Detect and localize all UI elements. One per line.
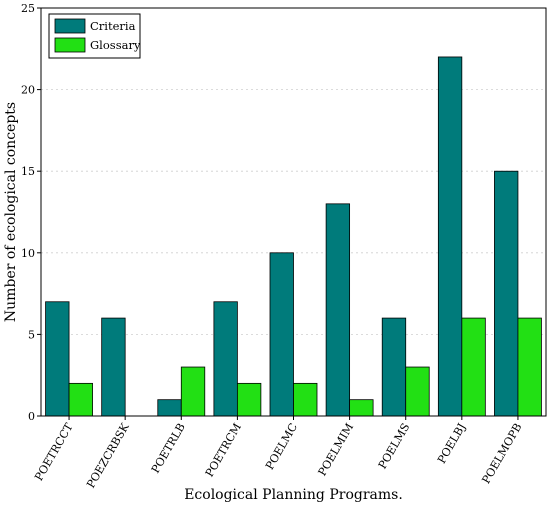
bar-glossary-poetrcct xyxy=(68,382,93,417)
x-tick-label: POETRLB xyxy=(149,421,188,476)
bar-glossary-poelmc xyxy=(293,382,318,417)
legend: Criteria Glossary xyxy=(48,13,141,59)
x-tick-label: POETRCCT xyxy=(32,420,76,483)
legend-swatch-criteria xyxy=(54,18,86,34)
bar-criteria-poetrlb xyxy=(157,399,182,417)
x-tick-label: POELMIM xyxy=(316,421,357,478)
bar-criteria-poetrcm xyxy=(213,301,238,417)
x-tick-label: POEZCRBSK xyxy=(84,420,132,490)
legend-label-glossary: Glossary xyxy=(90,38,141,52)
bar-glossary-poelbj xyxy=(461,317,486,417)
x-axis-label: Ecological Planning Programs. xyxy=(184,487,403,503)
bar-criteria-poelbj xyxy=(437,56,463,417)
y-axis-ticks: 0 5 10 15 20 25 xyxy=(21,2,41,423)
x-tick-label: POETRCM xyxy=(203,421,244,479)
bar-glossary-poelmopb xyxy=(517,317,542,417)
bar-glossary-poelms xyxy=(405,366,430,417)
legend-label-criteria: Criteria xyxy=(90,19,136,33)
x-tick-label: POELMOPB xyxy=(480,421,525,486)
x-tick-label: POELMC xyxy=(263,421,300,472)
y-tick-label: 10 xyxy=(21,247,35,260)
x-tick-label: POELBJ xyxy=(435,421,468,466)
legend-swatch-glossary xyxy=(54,37,86,53)
y-tick-label: 20 xyxy=(21,84,35,97)
x-axis-ticks: POETRCCT POEZCRBSK POETRLB POETRCM POELMC POE… xyxy=(32,416,525,490)
bar-glossary-poetrcm xyxy=(236,382,262,417)
bar-criteria-poelmopb xyxy=(494,170,519,417)
y-tick-label: 0 xyxy=(28,410,35,423)
bar-criteria-poezcrbsk xyxy=(101,317,126,417)
y-axis-label: Number of ecological concepts xyxy=(3,102,19,322)
y-tick-label: 15 xyxy=(21,165,35,178)
x-tick-label: POELMS xyxy=(376,421,413,471)
y-tick-label: 5 xyxy=(28,328,35,341)
y-tick-label: 25 xyxy=(21,2,35,15)
bar-glossary-poelmim xyxy=(349,399,374,417)
bar-criteria-poelms xyxy=(381,317,407,417)
bar-criteria-poelmim xyxy=(325,203,351,417)
bar-criteria-poelmc xyxy=(269,252,294,417)
bar-glossary-poetrlb xyxy=(180,366,206,417)
bars xyxy=(45,56,542,417)
bar-criteria-poetrcct xyxy=(45,301,70,417)
